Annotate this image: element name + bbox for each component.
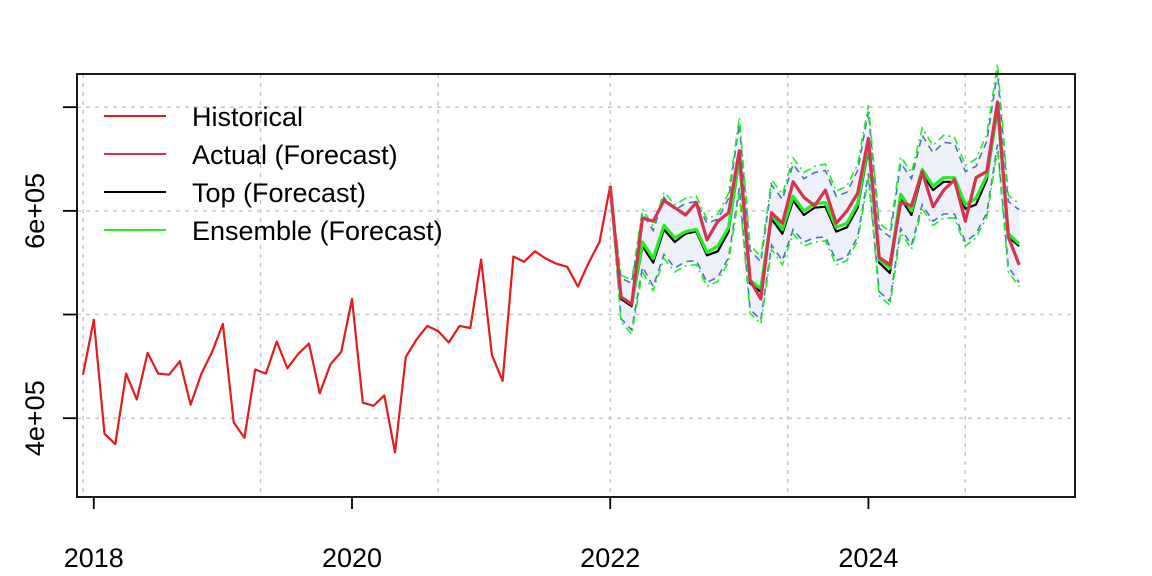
band-upper-line-1 bbox=[609, 63, 1020, 282]
series-layer bbox=[81, 100, 1021, 454]
band-fill-0 bbox=[610, 71, 1020, 331]
x-tick-label-3: 2024 bbox=[838, 543, 898, 573]
plot-frame bbox=[76, 73, 1076, 498]
y-tick-label-1: 6e+05 bbox=[20, 173, 50, 249]
confidence-bands bbox=[609, 63, 1020, 337]
band-lower-line-0 bbox=[609, 144, 1020, 332]
y-tick-label-0: 4e+05 bbox=[20, 380, 50, 456]
legend-label-0: Historical bbox=[192, 102, 303, 132]
legend-label-2: Top (Forecast) bbox=[192, 178, 366, 208]
legend-label-1: Actual (Forecast) bbox=[192, 140, 398, 170]
x-tick-label-1: 2020 bbox=[322, 543, 382, 573]
x-tick-label-0: 2018 bbox=[64, 543, 124, 573]
actual-forecast-series-line bbox=[608, 100, 1021, 306]
band-lower-line-1 bbox=[609, 149, 1020, 337]
legend-label-3: Ensemble (Forecast) bbox=[192, 216, 443, 246]
x-tick-label-2: 2022 bbox=[580, 543, 640, 573]
axis-layer: 2018 2020 2022 2024 4e+05 6e+05 bbox=[20, 106, 898, 573]
band-upper-line-0 bbox=[609, 71, 1020, 285]
legend: Historical Actual (Forecast) Top (Forecast… bbox=[104, 102, 443, 246]
band-fill-1 bbox=[610, 63, 1020, 335]
historical-series-line bbox=[81, 185, 612, 454]
